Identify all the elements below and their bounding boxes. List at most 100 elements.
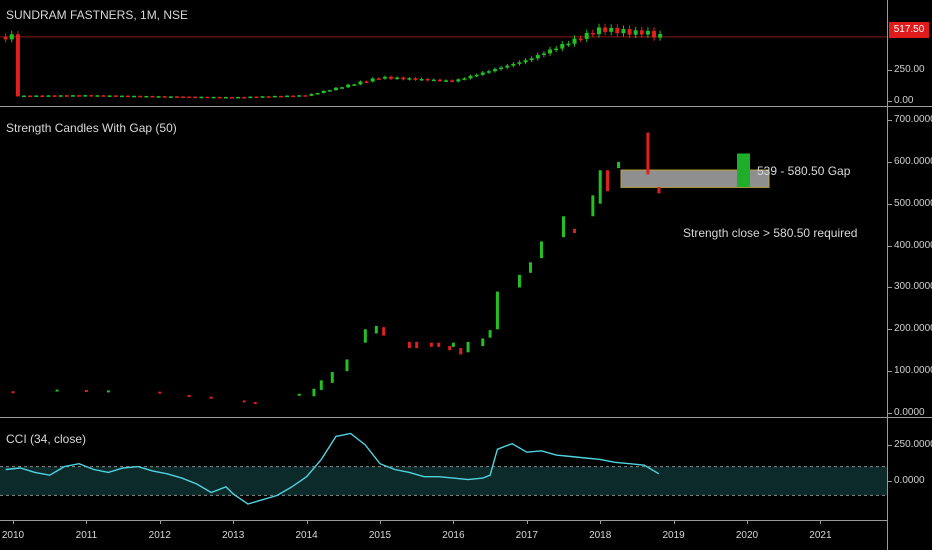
strength-candle [488,330,492,338]
axis-tick [888,287,892,289]
axis-tick [888,413,892,414]
axis-tick [888,245,892,247]
cci-pane[interactable]: CCI (34, close) [0,418,887,520]
pane-divider[interactable] [0,106,932,107]
year-tick [86,520,88,524]
price-candle [615,27,620,34]
year-tick [380,520,381,524]
time-axis[interactable]: 2010 2011 2012 2013 2014 2015 2016 2017 2018 2019… [0,520,887,550]
price-candle [9,34,14,40]
pane-divider[interactable] [0,417,932,418]
strength-candle [606,170,610,192]
strength-axis-label: 200.0000 [894,323,932,335]
strength-candle [448,346,452,351]
price-candle [40,95,45,97]
price-candle [425,78,430,81]
strength-candle [591,195,595,217]
strength-chart[interactable] [0,107,887,417]
year-tick [600,520,602,524]
price-candle [658,33,663,38]
price-candle [492,69,497,72]
year-label: 2017 [515,530,538,541]
price-pane[interactable]: SUNDRAM FASTNERS, 1M, NSE [0,0,887,106]
price-candle [181,96,186,99]
price-candle [168,96,173,98]
price-candle [119,95,124,98]
axis-tick [888,481,892,482]
strength-candle [253,402,257,405]
price-candle [3,36,8,40]
price-candle [499,67,504,70]
strength-candle [573,228,577,234]
axis-tick [888,70,892,71]
axis-tick [888,101,892,102]
strength-title: Strength Candles With Gap (50) [6,121,177,135]
price-candle [64,95,69,97]
price-candle [480,72,485,75]
axis-tick [888,203,892,205]
price-candle [535,54,540,59]
price-candle [578,38,583,41]
price-candle [211,96,216,99]
axis-label-250: 250.00 [894,64,925,75]
price-candle [272,95,277,98]
price-candle [309,93,314,96]
cci-line [5,432,660,505]
price-candle [297,95,302,97]
strength-candle [106,390,110,393]
price-axis[interactable]: 250.00 0.00 [887,0,932,106]
price-candle [444,80,449,82]
price-candle [113,95,118,97]
price-candle [193,96,198,99]
strength-candle [437,342,441,347]
strength-candle [242,400,246,403]
price-candle [370,78,375,82]
price-candle [285,95,290,98]
strength-axis[interactable]: 700.0000 600.0000 500.0000 400.0000 300.0000… [887,107,932,418]
price-candle [352,84,357,86]
year-tick [747,520,748,524]
price-candle [217,96,222,99]
price-candle [138,95,143,98]
price-candle [431,79,436,82]
price-candle [346,84,351,88]
strength-pane[interactable]: Strength Candles With Gap (50) 539 - 580… [0,107,887,417]
strength-candle [459,348,463,355]
strength-candle [11,391,15,394]
cci-axis[interactable]: 250.0000 0.0000 [887,418,932,520]
price-candle [107,95,112,97]
price-candle [468,75,473,79]
price-candle [407,78,412,80]
strength-axis-label: 400.0000 [894,239,932,251]
price-candle [456,79,461,82]
price-candle [95,95,100,97]
cci-chart[interactable] [0,418,887,520]
year-label: 2013 [222,530,245,541]
price-candle [291,95,296,98]
year-tick [673,520,675,524]
cci-band [0,466,887,496]
price-candle [529,58,534,61]
price-candle [541,53,546,55]
price-candle [645,30,650,35]
axis-tick [888,445,892,446]
price-candle [254,96,259,99]
price-chart[interactable] [0,0,887,106]
axis-tick [888,161,892,163]
strength-axis-label: 300.0000 [894,281,932,293]
price-candle [28,95,33,98]
year-tick [820,520,822,524]
strength-candle [598,170,602,204]
price-candle [596,27,601,35]
price-candle [132,95,137,98]
year-label: 2018 [589,530,612,541]
price-candle [364,81,369,83]
strength-candle [528,262,532,273]
gap-target-box [737,153,750,187]
price-candle [523,60,528,63]
price-candle [437,79,442,82]
price-candle [174,96,179,98]
price-candle [303,95,308,97]
price-candle [205,96,210,99]
strength-candle [539,241,543,259]
